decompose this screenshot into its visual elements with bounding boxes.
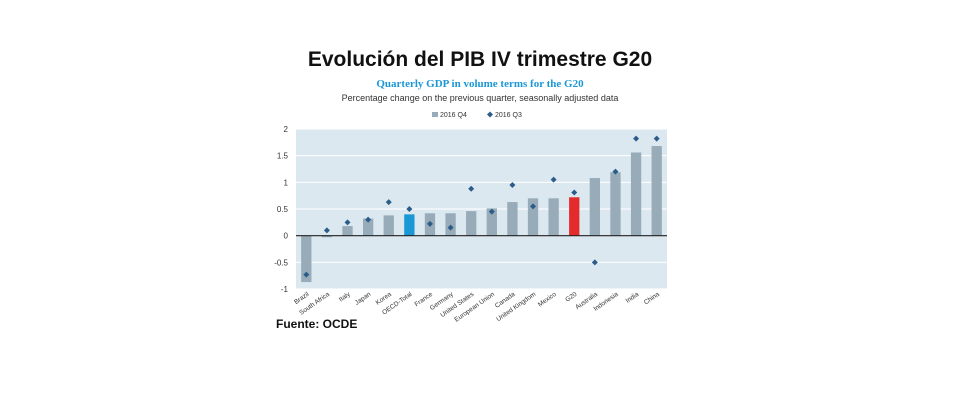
marker-india: [633, 135, 640, 142]
marker-france: [426, 220, 433, 227]
y-tick-label: -1: [281, 285, 289, 294]
marker-oecd-total: [406, 206, 413, 212]
marker-south-africa: [323, 227, 330, 234]
bar-united-states: [466, 211, 477, 236]
marker-germany: [447, 224, 454, 231]
bar-india: [630, 152, 642, 236]
marker-mexico: [550, 176, 557, 183]
marker-united-states: [468, 185, 475, 192]
x-tick-label: Mexico: [537, 291, 558, 309]
source-label: Fuente: OCDE: [276, 317, 358, 331]
bar-australia: [589, 178, 601, 236]
legend-swatch-marker: [487, 111, 493, 118]
legend-label: 2016 Q4: [440, 112, 467, 119]
legend-label: 2016 Q3: [495, 112, 522, 119]
marker-brazil: [303, 271, 310, 278]
marker-canada: [509, 182, 516, 188]
bar-mexico: [548, 198, 559, 236]
bar-japan: [362, 218, 374, 236]
y-tick-label: 1: [284, 178, 289, 187]
y-tick-label: -0.5: [274, 258, 288, 267]
bar-indonesia: [610, 172, 621, 236]
y-tick-label: 0.5: [277, 205, 289, 214]
x-tick-label: G20: [564, 291, 578, 304]
marker-australia: [591, 259, 598, 266]
bar-south-africa: [321, 235, 333, 238]
chart-title: Evolución del PIB IV trimestre G20: [307, 48, 653, 71]
bar-italy: [342, 226, 353, 236]
legend-swatch-bar: [432, 112, 438, 117]
y-tick-label: 0: [284, 232, 289, 241]
marker-g20: [571, 189, 578, 196]
bar-g20: [569, 197, 580, 236]
marker-korea: [385, 199, 392, 206]
bar-brazil: [301, 235, 312, 283]
chart-subtitle: Quarterly GDP in volume terms for the G2…: [376, 78, 584, 90]
marker-italy: [344, 219, 351, 226]
y-tick-label: 2: [284, 125, 289, 134]
x-tick-label: Japan: [354, 291, 373, 307]
bar-oecd-total: [404, 214, 415, 236]
x-tick-label: China: [643, 291, 661, 307]
marker-japan: [365, 216, 372, 223]
bar-korea: [383, 215, 394, 236]
bar-european-union: [486, 208, 497, 236]
marker-united-kingdom: [530, 203, 537, 210]
marker-indonesia: [612, 168, 619, 175]
bar-united-kingdom: [527, 198, 539, 236]
bar-china: [651, 146, 662, 236]
bar-germany: [445, 213, 456, 236]
marker-european-union: [488, 208, 495, 215]
chart-note: Percentage change on the previous quarte…: [341, 93, 619, 103]
y-tick-label: 1.5: [277, 152, 289, 161]
bar-canada: [507, 202, 518, 236]
x-tick-label: Italy: [338, 290, 352, 303]
marker-china: [653, 135, 660, 142]
x-tick-label: India: [625, 291, 641, 305]
